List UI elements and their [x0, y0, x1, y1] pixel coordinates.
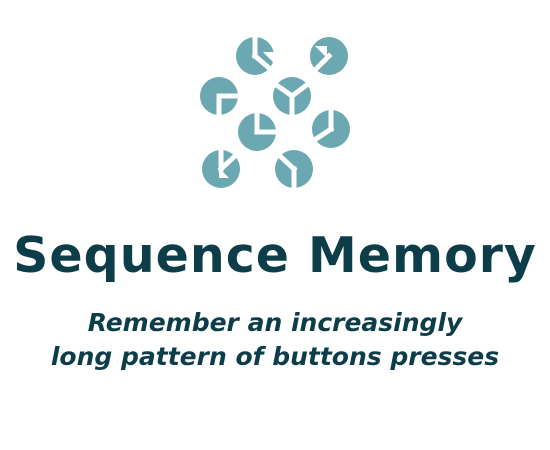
- page-title: Sequence Memory: [13, 227, 537, 284]
- sequence-memory-icon: [200, 34, 350, 191]
- page-subtitle: Remember an increasingly long pattern of…: [0, 306, 550, 374]
- subtitle-line-2: long pattern of buttons presses: [50, 342, 500, 371]
- subtitle-line-1: Remember an increasingly: [87, 308, 463, 337]
